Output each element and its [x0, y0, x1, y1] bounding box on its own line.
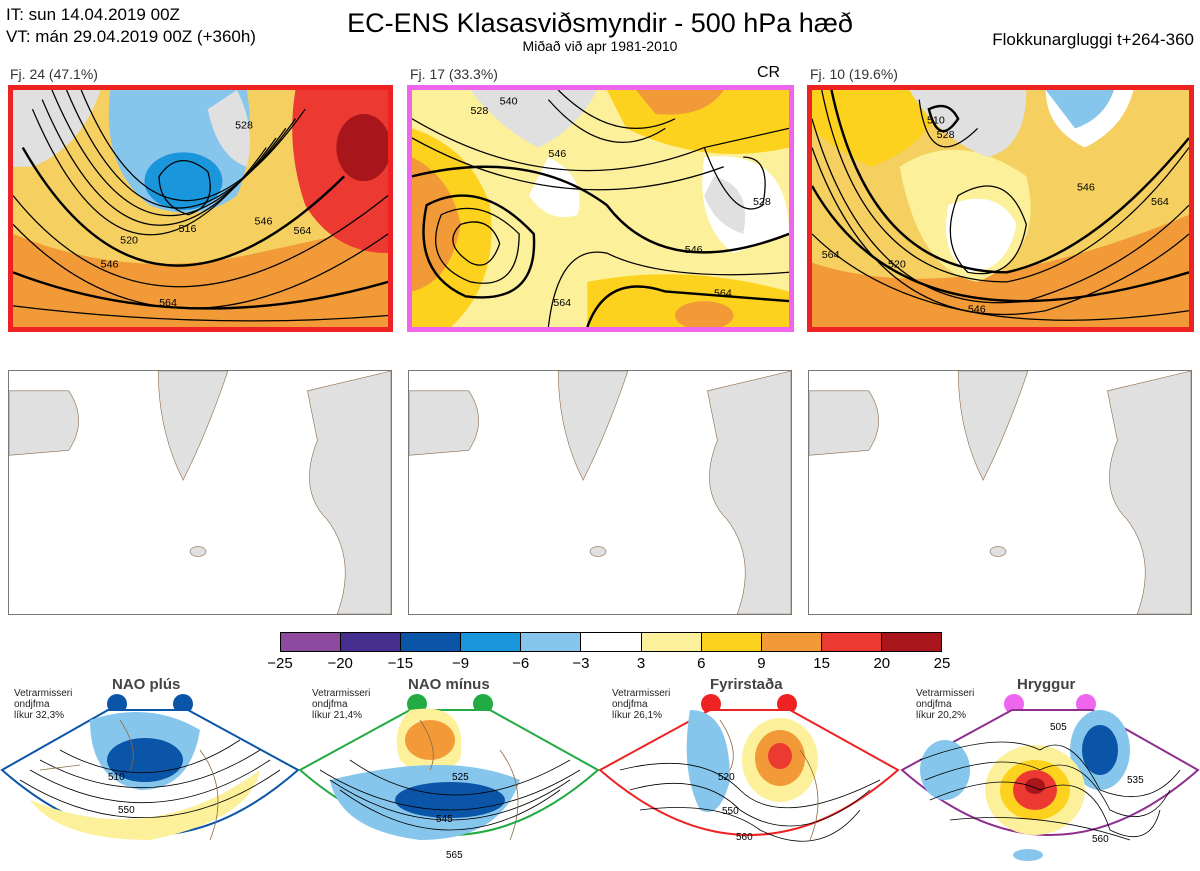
contour-label: 505	[1050, 722, 1067, 733]
contour-label: 546	[968, 304, 986, 316]
contour-label: 564	[822, 249, 840, 261]
contour-label: 528	[235, 119, 253, 131]
regime-2-map: 525 545 565	[298, 708, 600, 861]
contour-label: 546	[685, 244, 703, 256]
contour-label: 520	[888, 259, 906, 271]
regime-months: ondjfma	[612, 699, 648, 710]
contour-label: 525	[452, 772, 469, 783]
regime-1-map: 510 550	[0, 709, 300, 841]
contour-label: 546	[1077, 182, 1095, 194]
regime-season: Vetrarmisseri	[916, 688, 975, 699]
contour-label: 546	[255, 215, 273, 227]
colorbar-segment	[761, 633, 822, 651]
contour-label: 550	[722, 806, 739, 817]
colorbar-segment	[521, 633, 582, 651]
cluster-3-label: Fj. 10 (19.6%)	[810, 66, 898, 82]
cluster-2-tag: CR	[757, 64, 781, 81]
regime-1-title: NAO plús	[112, 676, 181, 693]
contour-label: 520	[120, 235, 138, 247]
colorbar-segment	[581, 633, 642, 651]
colorbar-tick-label: −25	[267, 655, 293, 672]
colorbar-tick-label: −15	[387, 655, 414, 672]
page-title: EC-ENS Klasasviðsmyndir - 500 hPa hæð	[347, 8, 853, 38]
cluster-2-label: Fj. 17 (33.3%)	[410, 66, 498, 82]
contour-label: 510	[927, 115, 945, 127]
colorbar-tick-label: −3	[572, 655, 590, 672]
regime-probability: líkur 32,3%	[14, 710, 65, 721]
regime-maps: 510 550 525 545 565	[0, 708, 1200, 861]
cluster-3-anomaly-map	[808, 370, 1192, 615]
regime-4-title: Hryggur	[1017, 676, 1076, 693]
regime-season: Vetrarmisseri	[612, 688, 671, 699]
contour-label: 528	[753, 196, 771, 208]
contour-label: 565	[446, 850, 463, 861]
contour-label: 545	[436, 814, 453, 825]
cluster-1-map: 528 516 520 546 546 564 564	[8, 85, 393, 332]
contour-label: 564	[294, 225, 312, 237]
regime-probability: líkur 21,4%	[312, 710, 363, 721]
regime-season: Vetrarmisseri	[14, 688, 73, 699]
contour-label: 540	[500, 95, 518, 107]
regime-months: ondjfma	[916, 699, 952, 710]
issue-time: IT: sun 14.04.2019 00Z	[6, 5, 180, 24]
cluster-2-map: 528 540 546 528 546 564 564	[407, 85, 794, 332]
contour-label: 535	[1127, 775, 1144, 786]
regime-4-info: Vetrarmisseri ondjfma líkur 20,2%	[916, 688, 974, 721]
contour-label: 564	[553, 297, 571, 309]
contour-label: 516	[179, 223, 197, 235]
contour-label: 546	[548, 148, 566, 160]
colorbar-tick-label: 3	[636, 655, 646, 672]
colorbar-tick-label: 20	[873, 655, 891, 672]
colorbar-tick-label: 6	[697, 655, 706, 672]
colorbar-segment	[821, 633, 882, 651]
regime-season: Vetrarmisseri	[312, 688, 371, 699]
valid-time: VT: mán 29.04.2019 00Z (+360h)	[6, 27, 256, 46]
colorbar-segment	[701, 633, 762, 651]
contour-label: 546	[101, 259, 119, 271]
regime-4-map: 505 535 560	[900, 709, 1200, 861]
contour-label: 528	[470, 105, 488, 117]
colorbar-tick-label: 9	[757, 655, 766, 672]
regime-2-info: Vetrarmisseri ondjfma líkur 21,4%	[312, 688, 370, 721]
contour-label: 564	[714, 287, 732, 299]
anomaly-colorbar	[280, 632, 942, 652]
contour-label: 564	[1151, 196, 1169, 208]
regime-2-title: NAO mínus	[408, 676, 490, 693]
contour-label: 528	[937, 129, 955, 141]
cluster-2-anomaly-map	[408, 370, 792, 615]
cluster-3-map: 510 528 546 520 546 564 564	[807, 85, 1194, 332]
regime-probability: líkur 26,1%	[612, 710, 663, 721]
regime-1-info: Vetrarmisseri ondjfma líkur 32,3%	[14, 688, 72, 721]
contour-label: 560	[736, 832, 753, 843]
regime-3-info: Vetrarmisseri ondjfma líkur 26,1%	[612, 688, 670, 721]
colorbar-segment	[881, 633, 942, 651]
regime-months: ondjfma	[312, 699, 348, 710]
colorbar-segment	[641, 633, 702, 651]
cluster-1-anomaly-map	[8, 370, 392, 615]
classification-window: Flokkunargluggi t+264-360	[992, 30, 1194, 49]
colorbar-segment	[281, 633, 342, 651]
contour-label: 520	[718, 772, 735, 783]
contour-label: 564	[159, 297, 177, 309]
header-times: IT: sun 14.04.2019 00Z VT: mán 29.04.201…	[6, 4, 256, 48]
regime-3-map: 520 550 560	[598, 709, 900, 843]
contour-label: 510	[108, 772, 125, 783]
cluster-1-label: Fj. 24 (47.1%)	[10, 66, 98, 82]
contour-label: 560	[1092, 834, 1109, 845]
colorbar-tick-label: −20	[327, 655, 353, 672]
regime-3-title: Fyrirstaða	[710, 676, 783, 693]
page-subtitle: Miðað við apr 1981-2010	[522, 38, 678, 54]
colorbar-tick-label: 15	[813, 655, 830, 672]
contour-label: 550	[118, 805, 135, 816]
colorbar-tick-label: 25	[933, 655, 951, 672]
colorbar-segment	[461, 633, 522, 651]
regime-months: ondjfma	[14, 699, 50, 710]
colorbar-segment	[341, 633, 402, 651]
colorbar-tick-label: −6	[512, 655, 530, 672]
colorbar-segment	[401, 633, 462, 651]
regime-probability: líkur 20,2%	[916, 710, 967, 721]
colorbar-tick-label: −9	[451, 655, 470, 672]
